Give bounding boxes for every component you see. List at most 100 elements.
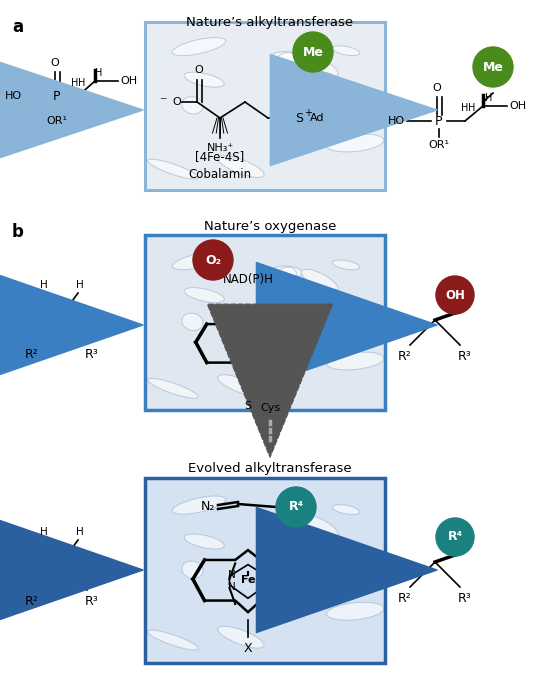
Text: R²: R² xyxy=(25,348,39,361)
Text: R⁴: R⁴ xyxy=(447,530,463,543)
Ellipse shape xyxy=(275,52,296,71)
Ellipse shape xyxy=(148,630,198,650)
Text: H: H xyxy=(78,78,85,88)
Ellipse shape xyxy=(327,352,384,370)
Text: N: N xyxy=(260,570,268,580)
Text: H: H xyxy=(76,280,84,290)
Ellipse shape xyxy=(301,515,338,537)
Ellipse shape xyxy=(148,378,198,398)
Ellipse shape xyxy=(312,73,336,87)
Text: R⁴: R⁴ xyxy=(288,501,304,514)
Text: O₂: O₂ xyxy=(205,253,221,266)
Text: S: S xyxy=(245,401,252,411)
Text: R²: R² xyxy=(398,592,412,605)
Text: N: N xyxy=(228,570,236,580)
Ellipse shape xyxy=(277,71,315,90)
Text: Evolved alkyltransferase: Evolved alkyltransferase xyxy=(188,462,352,475)
Ellipse shape xyxy=(277,287,315,306)
Ellipse shape xyxy=(332,505,360,514)
Text: O: O xyxy=(433,83,441,93)
Text: NH₃⁺: NH₃⁺ xyxy=(206,143,234,153)
Text: HO: HO xyxy=(388,116,405,126)
Ellipse shape xyxy=(182,313,203,331)
Ellipse shape xyxy=(217,375,264,397)
Text: N: N xyxy=(229,334,236,343)
Ellipse shape xyxy=(275,512,296,531)
Text: H: H xyxy=(71,78,78,88)
Text: R³: R³ xyxy=(85,595,99,608)
Circle shape xyxy=(276,487,316,527)
Text: R²: R² xyxy=(25,595,39,608)
Text: NAD(P)H: NAD(P)H xyxy=(222,273,273,286)
Circle shape xyxy=(293,32,333,72)
Text: OR¹: OR¹ xyxy=(47,116,68,126)
Ellipse shape xyxy=(301,55,338,77)
Text: O: O xyxy=(172,97,181,107)
Text: Nature’s oxygenase: Nature’s oxygenase xyxy=(204,220,336,233)
Bar xyxy=(145,478,385,663)
Text: H: H xyxy=(40,280,48,290)
Text: Cys: Cys xyxy=(260,403,280,413)
Ellipse shape xyxy=(182,561,203,578)
Text: HO: HO xyxy=(5,91,22,101)
Text: Me: Me xyxy=(302,45,324,58)
Ellipse shape xyxy=(217,626,264,648)
Ellipse shape xyxy=(217,155,264,177)
Text: OH: OH xyxy=(445,288,465,301)
Circle shape xyxy=(436,276,474,314)
Circle shape xyxy=(473,47,513,87)
Bar xyxy=(145,478,385,663)
Text: X: X xyxy=(243,642,252,655)
Text: a: a xyxy=(12,18,23,36)
Ellipse shape xyxy=(312,288,336,303)
Text: H: H xyxy=(95,68,102,78)
Text: Cobalamin: Cobalamin xyxy=(188,168,252,181)
Text: H: H xyxy=(461,103,469,113)
Ellipse shape xyxy=(275,267,296,286)
Text: P: P xyxy=(436,114,443,127)
Ellipse shape xyxy=(277,534,315,552)
Ellipse shape xyxy=(270,51,302,64)
Text: Ad: Ad xyxy=(310,113,325,123)
Text: P: P xyxy=(53,90,61,103)
Text: R³: R³ xyxy=(85,348,99,361)
Text: Fe: Fe xyxy=(241,575,255,585)
Text: b: b xyxy=(12,223,24,241)
Text: N: N xyxy=(229,345,236,354)
Text: H: H xyxy=(40,527,48,537)
Text: R³: R³ xyxy=(458,592,472,605)
Ellipse shape xyxy=(332,46,360,55)
Ellipse shape xyxy=(182,97,203,114)
Ellipse shape xyxy=(270,511,302,523)
Text: N: N xyxy=(260,345,267,354)
Text: N: N xyxy=(260,334,267,343)
Text: S: S xyxy=(295,112,303,125)
Ellipse shape xyxy=(301,269,338,292)
Text: OH: OH xyxy=(509,101,526,111)
Bar xyxy=(145,22,385,190)
Circle shape xyxy=(436,518,474,556)
Text: R²: R² xyxy=(398,350,412,363)
Circle shape xyxy=(193,240,233,280)
Text: N: N xyxy=(260,582,268,592)
Bar xyxy=(145,235,385,410)
Bar xyxy=(145,235,385,410)
Ellipse shape xyxy=(332,260,360,270)
Text: H: H xyxy=(485,93,492,103)
Text: +: + xyxy=(304,108,312,118)
Ellipse shape xyxy=(148,159,198,179)
Text: OR¹: OR¹ xyxy=(428,140,450,150)
Text: Me: Me xyxy=(483,60,504,73)
Text: [4Fe-4S]: [4Fe-4S] xyxy=(195,151,245,164)
Text: O: O xyxy=(195,65,203,75)
Text: N₂: N₂ xyxy=(201,501,215,514)
Text: OH: OH xyxy=(120,76,137,86)
Text: H: H xyxy=(469,103,476,113)
Text: O: O xyxy=(51,58,60,68)
Ellipse shape xyxy=(327,602,384,620)
Text: ⁻: ⁻ xyxy=(159,95,167,109)
Text: N: N xyxy=(228,582,236,592)
Text: H: H xyxy=(76,527,84,537)
Ellipse shape xyxy=(184,534,225,549)
Ellipse shape xyxy=(184,288,225,303)
